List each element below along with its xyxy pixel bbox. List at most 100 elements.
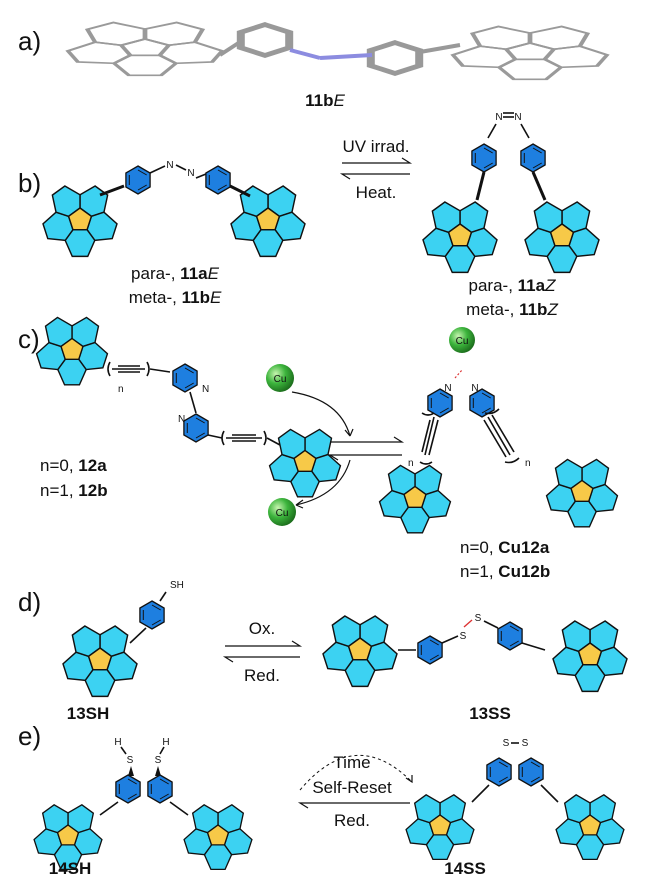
condition: Heat. <box>356 183 397 202</box>
bond <box>521 124 529 138</box>
corannulene <box>556 795 624 860</box>
compound-number: 11b <box>305 91 333 110</box>
bond <box>170 802 188 815</box>
atom: N <box>166 160 173 171</box>
atom: H <box>114 737 121 748</box>
corannulene <box>553 621 627 691</box>
bond <box>488 124 496 138</box>
panel-label: c) <box>18 324 40 354</box>
compound-number: 11b <box>519 300 547 319</box>
condition: Time <box>333 753 370 772</box>
compound-number: 11a <box>518 276 546 295</box>
atom: S <box>503 738 510 749</box>
atom: N <box>495 112 502 123</box>
condition: Self-Reset <box>312 778 392 797</box>
atom: S <box>460 631 467 642</box>
corannulene <box>37 317 108 384</box>
benzene <box>521 144 545 172</box>
crystal-structure <box>68 23 607 80</box>
isomer: E <box>208 264 220 283</box>
atom: N <box>444 383 451 394</box>
benzene <box>418 636 442 664</box>
compound-label: 11bE <box>305 91 345 110</box>
atom: N <box>514 112 521 123</box>
compound-label: meta-, 11bZ <box>466 300 558 319</box>
atom: H <box>162 737 169 748</box>
atom: S <box>127 755 134 766</box>
bond <box>176 165 186 170</box>
pyridine <box>184 414 208 442</box>
metal-label: Cu <box>456 336 469 347</box>
bond <box>472 785 489 802</box>
benzene <box>206 166 230 194</box>
corannulene-stick <box>453 27 607 80</box>
corannulene <box>406 795 474 860</box>
prefix: meta-, <box>466 300 519 319</box>
bond <box>160 592 166 601</box>
repeat-n: n <box>525 458 531 469</box>
bond <box>533 172 545 200</box>
compound-label: n=0, Cu12a <box>460 538 550 557</box>
bond <box>190 392 196 413</box>
pyridine <box>173 364 197 392</box>
alkyne-spacer <box>108 362 170 376</box>
equilibrium-arrow <box>342 158 410 179</box>
benzene-stick <box>371 43 419 74</box>
atom: N <box>471 383 478 394</box>
benzene <box>140 601 164 629</box>
benzene-stick <box>241 25 289 56</box>
bond <box>150 166 165 173</box>
disulfide-bond <box>464 620 472 627</box>
benzene <box>472 144 496 172</box>
corannulene <box>380 465 451 532</box>
bond <box>100 802 118 815</box>
compound-name: 13SS <box>469 704 511 723</box>
wedge-bond <box>128 766 134 776</box>
corannulene <box>231 186 305 256</box>
atom: S <box>155 755 162 766</box>
isomer: E <box>210 288 222 307</box>
compound-label: para-, 11aZ <box>469 276 557 295</box>
bond <box>196 174 206 178</box>
compound-name: 14SS <box>444 859 486 878</box>
alkyne-spacer <box>420 409 519 464</box>
figure: a) 11bE b) N N UV irrad. Heat. N N para-… <box>0 0 648 878</box>
prefix: n=1, <box>40 481 78 500</box>
bond <box>130 628 146 643</box>
repeat-n: n <box>408 458 414 469</box>
atom: N <box>202 384 209 395</box>
alkyne-spacer <box>208 431 280 445</box>
condition: Ox. <box>249 619 275 638</box>
bond <box>160 747 164 754</box>
corannulene <box>547 459 618 526</box>
azo-stick <box>290 50 320 58</box>
prefix: para-, <box>131 264 180 283</box>
bond <box>100 186 124 195</box>
corannulene <box>270 429 341 496</box>
compound-name: 13SH <box>67 704 110 723</box>
compound-label: n=0, 12a <box>40 456 107 475</box>
benzene <box>116 775 140 803</box>
compound-number: 12b <box>78 481 107 500</box>
bond <box>484 621 498 628</box>
prefix: n=0, <box>460 538 498 557</box>
corannulene <box>63 626 137 696</box>
bond <box>541 785 558 802</box>
compound-number: Cu12a <box>498 538 550 557</box>
compound-number: Cu12b <box>498 562 550 581</box>
bond <box>477 172 484 200</box>
benzene <box>148 775 172 803</box>
prefix: n=1, <box>460 562 498 581</box>
bond <box>522 643 545 650</box>
atom: S <box>522 738 529 749</box>
atom: N <box>187 168 194 179</box>
corannulene-stick <box>68 23 222 76</box>
benzene <box>126 166 150 194</box>
coordination <box>455 370 462 378</box>
isomer: Z <box>544 276 556 295</box>
metal-label: Cu <box>276 508 289 519</box>
stick <box>420 45 460 52</box>
panel-label: e) <box>18 721 41 751</box>
compound-label: meta-, 11bE <box>129 288 222 307</box>
corannulene <box>423 202 497 272</box>
